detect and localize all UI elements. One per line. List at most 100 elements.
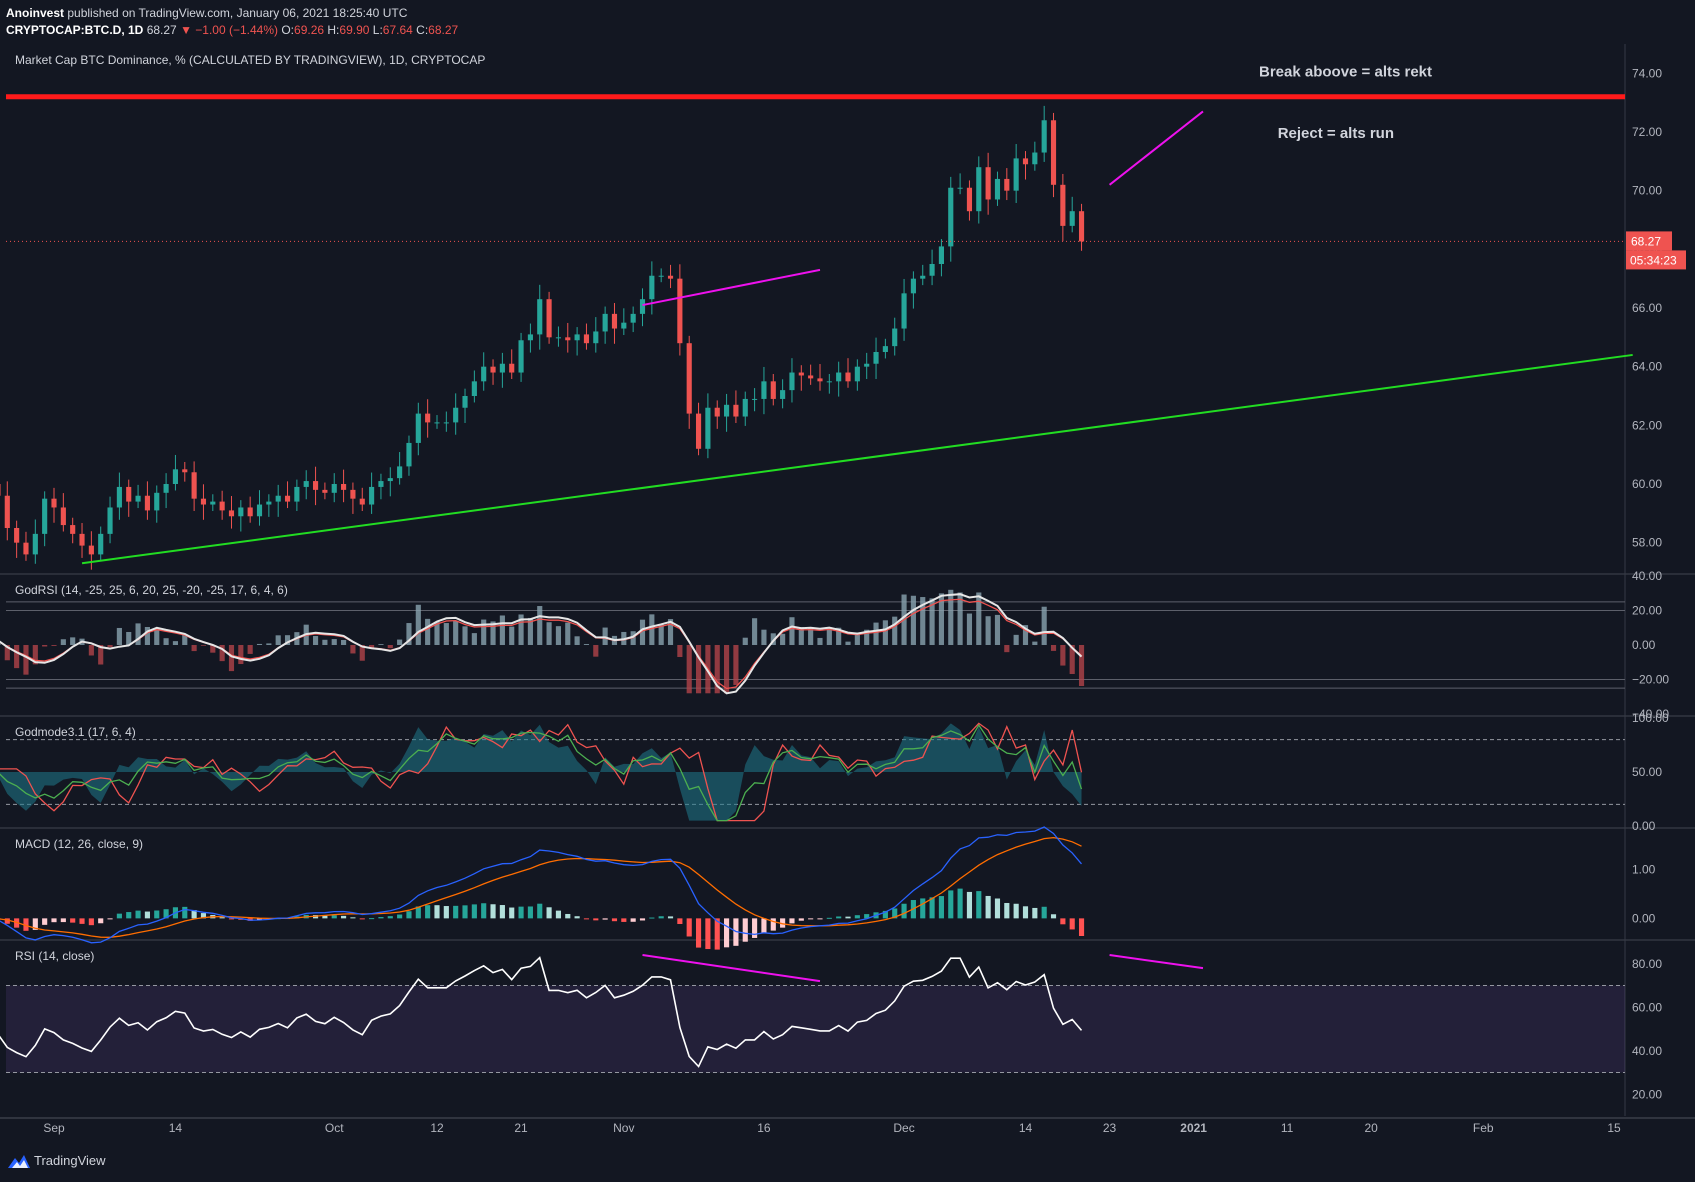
macd-histogram-bar bbox=[341, 915, 347, 919]
macd-histogram-bar bbox=[60, 918, 66, 923]
macd-histogram-bar bbox=[686, 918, 692, 937]
candle-body bbox=[116, 486, 122, 508]
candle-body bbox=[724, 404, 730, 417]
godrsi-bar bbox=[32, 645, 38, 665]
candle-body bbox=[864, 363, 870, 367]
macd-histogram-bar bbox=[789, 918, 795, 924]
macd-histogram-bar bbox=[555, 910, 561, 919]
macd-histogram-bar bbox=[826, 917, 832, 919]
macd-histogram-bar bbox=[985, 895, 991, 919]
candle-body bbox=[901, 293, 907, 329]
godrsi-bar bbox=[518, 614, 524, 645]
godrsi-tick-label: 0.00 bbox=[1632, 638, 1656, 652]
macd-histogram-bar bbox=[443, 906, 449, 919]
candle-body bbox=[369, 486, 375, 505]
candle-body bbox=[312, 481, 319, 490]
candle-body bbox=[378, 481, 384, 487]
candle-body bbox=[808, 375, 814, 379]
godrsi-bar bbox=[42, 645, 48, 647]
candle-body bbox=[135, 495, 141, 502]
godrsi-bar bbox=[938, 593, 944, 645]
last-value: 68.27 bbox=[146, 23, 177, 37]
godrsi-bar bbox=[677, 645, 683, 657]
candle-body bbox=[1050, 120, 1057, 185]
candle-body bbox=[70, 525, 76, 534]
godrsi-bar bbox=[322, 639, 328, 645]
candle-body bbox=[798, 372, 804, 376]
godrsi-tick-label: 20.00 bbox=[1632, 604, 1662, 618]
godmode-tick-label: 0.00 bbox=[1632, 819, 1656, 833]
macd-histogram-bar bbox=[966, 891, 973, 919]
time-tick-label: 2021 bbox=[1180, 1121, 1207, 1135]
godrsi-bar bbox=[780, 633, 786, 645]
brand-label: TradingView bbox=[34, 1153, 106, 1168]
macd-histogram-bar bbox=[565, 913, 571, 919]
macd-histogram-bar bbox=[1004, 902, 1010, 919]
candle-body bbox=[677, 278, 683, 344]
candle-body bbox=[789, 372, 795, 391]
godrsi-bar bbox=[154, 628, 160, 645]
godrsi-bar bbox=[882, 620, 888, 645]
rsi-title: RSI (14, close) bbox=[15, 949, 94, 963]
godrsi-bar bbox=[1069, 645, 1075, 674]
macd-histogram-bar bbox=[742, 918, 748, 942]
candle-body bbox=[565, 337, 571, 341]
candle-body bbox=[826, 381, 832, 383]
macd-histogram-bar bbox=[695, 918, 702, 948]
macd-histogram-bar bbox=[546, 907, 552, 919]
macd-histogram-bar bbox=[593, 918, 599, 921]
godrsi-bar bbox=[667, 619, 674, 645]
macd-histogram-bar bbox=[154, 910, 160, 919]
godrsi-bar bbox=[453, 620, 459, 645]
godrsi-bar bbox=[434, 621, 440, 645]
symbol-label: CRYPTOCAP:BTC.D, 1D bbox=[6, 23, 144, 37]
candle-body bbox=[200, 498, 207, 505]
macd-histogram-bar bbox=[929, 897, 935, 919]
candle-body bbox=[985, 167, 991, 200]
tradingview-brand[interactable]: TradingView bbox=[8, 1153, 106, 1168]
godrsi-bar bbox=[98, 645, 104, 665]
publisher-name[interactable]: Anoinvest bbox=[6, 6, 65, 20]
candle-body bbox=[920, 275, 926, 279]
candle-body bbox=[88, 545, 94, 555]
macd-histogram-bar bbox=[481, 903, 487, 919]
candle-body bbox=[294, 486, 300, 502]
godrsi-bar bbox=[976, 592, 982, 645]
godrsi-bar bbox=[920, 597, 926, 645]
godrsi-bar bbox=[593, 645, 599, 657]
candle-body bbox=[397, 466, 403, 479]
candle-body bbox=[948, 187, 954, 247]
macd-histogram-bar bbox=[667, 916, 674, 919]
macd-histogram-bar bbox=[434, 905, 440, 919]
rsi-divergence-line bbox=[642, 954, 821, 983]
macd-histogram-bar bbox=[499, 905, 505, 919]
rsi-tick-label: 40.00 bbox=[1632, 1044, 1662, 1058]
macd-histogram-bar bbox=[42, 918, 48, 925]
godrsi-bar bbox=[23, 645, 29, 675]
candle-body bbox=[1022, 158, 1029, 165]
macd-histogram-bar bbox=[387, 916, 393, 919]
macd-histogram-bar bbox=[397, 914, 403, 919]
macd-histogram-bar bbox=[144, 911, 150, 919]
price-tick-label: 66.00 bbox=[1632, 301, 1662, 315]
godrsi-bar bbox=[462, 626, 468, 645]
candle-body bbox=[462, 396, 468, 408]
low-value: 67.64 bbox=[382, 23, 413, 37]
close-label: C: bbox=[416, 23, 429, 37]
candle-body bbox=[854, 366, 860, 382]
candle-body bbox=[443, 422, 449, 424]
price-tick-label: 74.00 bbox=[1632, 66, 1662, 80]
godrsi-bar bbox=[331, 639, 337, 645]
macd-histogram-bar bbox=[611, 918, 618, 922]
candle-body bbox=[602, 313, 608, 332]
godrsi-signal-line bbox=[0, 598, 1082, 690]
candle-body bbox=[191, 472, 197, 499]
time-tick-label: Sep bbox=[43, 1121, 65, 1135]
godrsi-bar bbox=[406, 623, 412, 645]
godmode-green-line bbox=[0, 723, 1083, 822]
godrsi-bar bbox=[312, 636, 319, 645]
candle-body bbox=[415, 413, 421, 443]
last-price-badge bbox=[1626, 231, 1672, 251]
macd-histogram-bar bbox=[471, 904, 477, 919]
